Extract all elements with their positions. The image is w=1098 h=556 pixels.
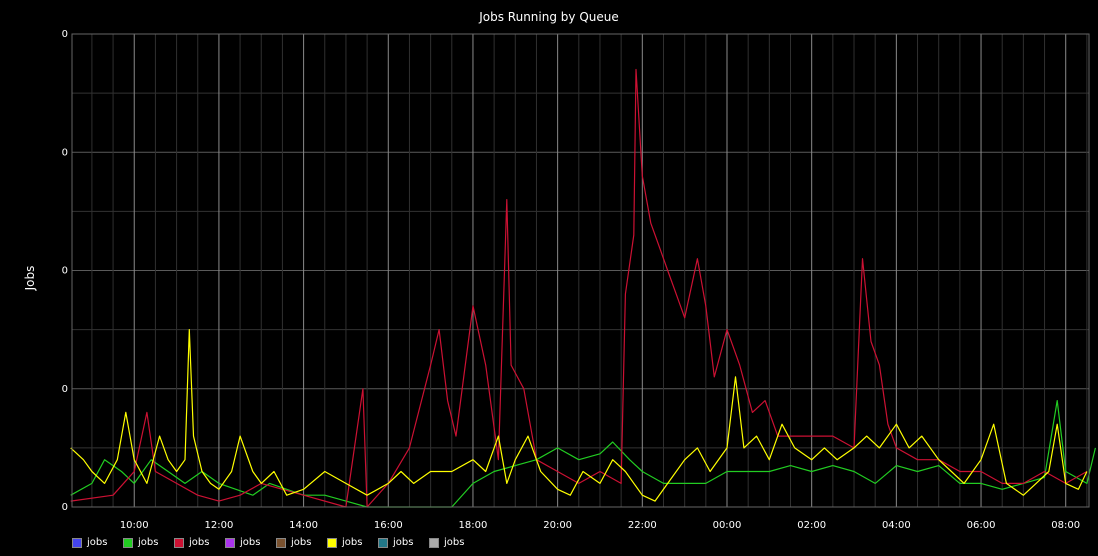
legend-label: jobs — [240, 537, 261, 548]
legend-item-3[interactable]: jobs — [225, 537, 276, 548]
legend-swatch — [174, 537, 184, 548]
legend-item-2[interactable]: jobs — [174, 537, 225, 548]
series-group — [70, 68, 1096, 508]
x-tick-label: 08:00 — [1051, 520, 1080, 531]
legend-item-5[interactable]: jobs — [327, 537, 378, 548]
legend-swatch — [276, 537, 286, 548]
y-tick-label: 0 — [62, 384, 68, 395]
x-tick-label: 12:00 — [205, 520, 234, 531]
legend-label: jobs — [342, 537, 363, 548]
x-tick-label: 20:00 — [543, 520, 572, 531]
legend-item-7[interactable]: jobs — [429, 537, 480, 548]
series-line-1 — [70, 400, 1096, 508]
legend-label: jobs — [189, 537, 210, 548]
legend-swatch — [429, 537, 439, 548]
x-tick-label: 18:00 — [459, 520, 488, 531]
legend-swatch — [378, 537, 388, 548]
x-tick-label: 06:00 — [967, 520, 996, 531]
plot-frame — [71, 33, 1090, 508]
legend-label: jobs — [444, 537, 465, 548]
x-ticks: 10:00 12:00 14:00 16:00 18:00 20:00 22:00 00:00… — [120, 520, 1080, 531]
x-tick-label: 00:00 — [713, 520, 742, 531]
x-tick-label: 10:00 — [120, 520, 149, 531]
y-tick-label: 0 — [62, 502, 68, 513]
legend: jobs jobs jobs jobs jobs jobs jobs jobs — [72, 537, 480, 548]
grid — [72, 33, 1089, 508]
legend-swatch — [225, 537, 235, 548]
x-tick-label: 14:00 — [289, 520, 318, 531]
x-tick-label: 02:00 — [797, 520, 826, 531]
y-tick-label: 0 — [62, 29, 68, 40]
y-axis-label: Jobs — [23, 266, 37, 292]
x-tick-label: 16:00 — [374, 520, 403, 531]
legend-label: jobs — [138, 537, 159, 548]
legend-swatch — [72, 537, 82, 548]
series-line-2 — [70, 68, 1088, 508]
legend-item-0[interactable]: jobs — [72, 537, 123, 548]
y-tick-label: 0 — [62, 147, 68, 158]
legend-swatch — [123, 537, 133, 548]
legend-label: jobs — [291, 537, 312, 548]
y-tick-label: 0 — [62, 266, 68, 277]
chart-title: Jobs Running by Queue — [478, 10, 619, 24]
legend-swatch — [327, 537, 337, 548]
series-line-5 — [70, 329, 1088, 502]
legend-item-6[interactable]: jobs — [378, 537, 429, 548]
x-tick-label: 04:00 — [882, 520, 911, 531]
legend-label: jobs — [393, 537, 414, 548]
legend-label: jobs — [87, 537, 108, 548]
x-tick-label: 22:00 — [628, 520, 657, 531]
legend-item-1[interactable]: jobs — [123, 537, 174, 548]
y-ticks: 0 0 0 0 0 — [62, 29, 68, 513]
legend-item-4[interactable]: jobs — [276, 537, 327, 548]
